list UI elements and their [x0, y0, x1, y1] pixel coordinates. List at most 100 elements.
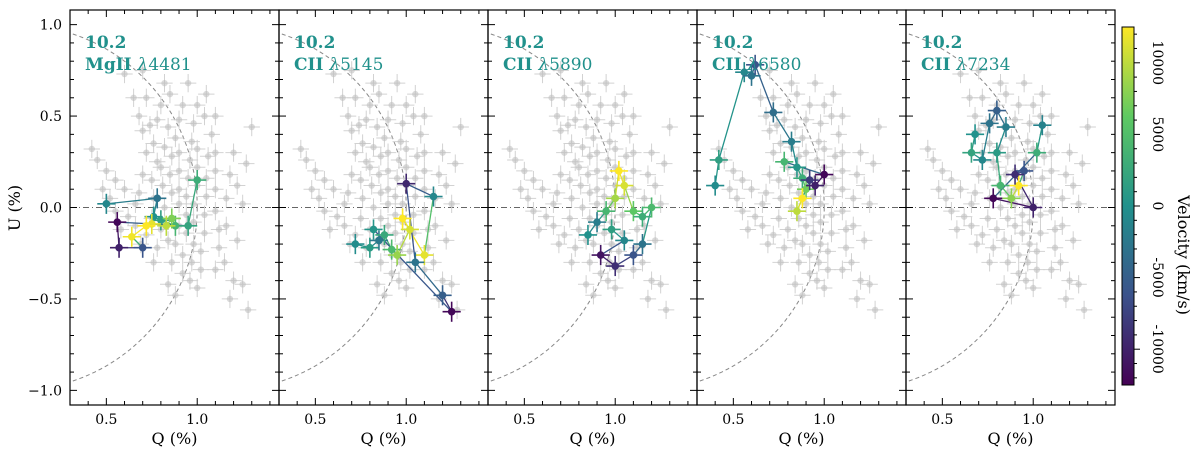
lambda-symbol: λ	[955, 55, 967, 75]
background-point	[942, 195, 950, 202]
background-point	[370, 79, 377, 87]
data-point	[393, 251, 401, 259]
background-point	[811, 79, 819, 87]
background-point	[197, 248, 205, 255]
data-point	[351, 240, 360, 248]
background-point	[395, 156, 403, 164]
background-point	[203, 193, 210, 200]
background-point	[159, 182, 166, 189]
series-segment	[373, 228, 453, 313]
background-point	[777, 195, 784, 202]
background-point	[413, 153, 421, 160]
background-point	[164, 281, 172, 288]
background-point	[435, 171, 443, 178]
background-point	[548, 94, 555, 101]
background-point	[341, 200, 348, 208]
background-point	[157, 164, 165, 171]
background-point	[757, 94, 764, 101]
background-point	[1057, 259, 1064, 266]
background-point	[572, 158, 579, 165]
data-point	[978, 156, 987, 164]
background-point	[392, 193, 399, 200]
background-point	[561, 94, 568, 101]
data-point	[805, 176, 814, 184]
background-point	[94, 156, 101, 164]
background-point	[377, 189, 384, 197]
data-point	[798, 174, 807, 183]
background-point	[1062, 295, 1070, 303]
background-point	[375, 90, 383, 98]
background-point	[1019, 193, 1026, 200]
background-point	[161, 143, 168, 151]
background-point	[330, 186, 337, 193]
background-point	[168, 153, 175, 160]
background-point	[457, 123, 464, 131]
y-tick-label: 0.0	[40, 201, 62, 217]
background-point	[1026, 240, 1033, 248]
background-point	[661, 160, 668, 167]
background-point	[223, 222, 230, 229]
background-point	[1015, 101, 1022, 109]
background-point	[781, 116, 788, 123]
background-point	[619, 112, 626, 120]
data-point	[811, 181, 819, 190]
background-point	[403, 101, 410, 109]
background-point	[417, 131, 424, 138]
background-point	[393, 175, 401, 182]
background-point	[857, 149, 864, 156]
panel-line-label: CII λ5145	[294, 55, 383, 75]
data-point	[184, 221, 192, 230]
background-point	[853, 295, 861, 303]
background-point	[759, 200, 766, 208]
background-point	[575, 164, 583, 171]
background-point	[564, 122, 572, 129]
background-point	[850, 195, 857, 202]
background-point	[802, 200, 810, 208]
x-tick-label: 0.5	[304, 412, 326, 428]
background-point	[791, 237, 799, 244]
series-segment	[405, 183, 416, 263]
background-point	[633, 226, 641, 233]
background-point	[421, 112, 428, 120]
colorbar-tick-label: -5000	[1149, 257, 1165, 297]
background-point	[739, 176, 746, 184]
background-point	[828, 112, 835, 120]
background-point	[412, 175, 419, 182]
background-point	[143, 149, 150, 156]
data-point	[369, 225, 378, 234]
colorbar: -10000 -5000 0 5000 10000	[1121, 26, 1165, 386]
x-tick-label: 0.5	[931, 412, 953, 428]
background-point	[839, 167, 846, 175]
colorbar-tick-label: 5000	[1149, 117, 1165, 153]
background-point	[644, 295, 652, 303]
background-point	[1030, 182, 1037, 189]
background-point	[399, 200, 406, 208]
background-point	[194, 284, 201, 292]
background-point	[212, 266, 219, 273]
reference-circle-upper	[906, 32, 1034, 208]
background-point	[579, 79, 586, 87]
background-point	[984, 176, 991, 184]
background-point	[239, 281, 246, 288]
series-segment	[402, 218, 425, 256]
background-point	[990, 244, 997, 251]
background-point	[561, 149, 568, 156]
background-point	[443, 182, 450, 189]
background-point	[777, 140, 784, 147]
background-point	[597, 270, 604, 277]
series-segment	[405, 183, 434, 198]
panel-epoch-label: 10.2	[294, 33, 335, 53]
background-point	[201, 112, 208, 120]
background-point	[608, 120, 615, 127]
background-point	[593, 200, 601, 208]
background-point	[1033, 248, 1041, 255]
background-point	[590, 134, 597, 142]
background-point	[990, 158, 997, 165]
data-point	[149, 212, 158, 221]
data-point	[380, 231, 389, 239]
background-point	[817, 218, 824, 226]
background-point	[781, 244, 788, 251]
background-point	[726, 186, 733, 193]
